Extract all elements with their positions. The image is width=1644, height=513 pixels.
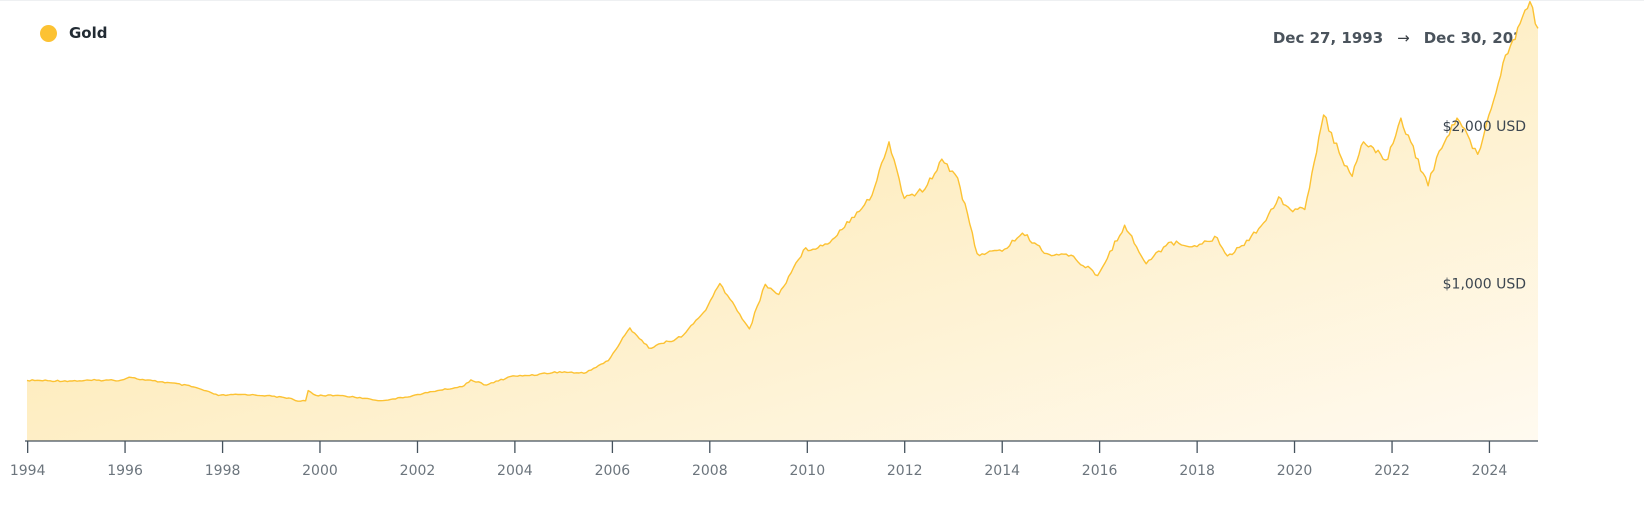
x-tick-label: 2022 — [1374, 463, 1410, 479]
legend-label: Gold — [69, 24, 108, 42]
x-tick-label: 1998 — [205, 463, 241, 479]
x-tick-label: 2008 — [692, 463, 728, 479]
x-tick-label: 2014 — [984, 463, 1020, 479]
line-layer — [26, 0, 1539, 402]
x-tick-label: 2004 — [497, 463, 533, 479]
x-tick-label: 2016 — [1082, 463, 1118, 479]
x-tick-label: 2020 — [1277, 463, 1313, 479]
x-tick-label: 2010 — [789, 463, 825, 479]
x-tick-label: 2018 — [1179, 463, 1215, 479]
series-area — [27, 1, 1538, 441]
y-axis-labels: $1,000 USD $2,000 USD — [1443, 119, 1526, 293]
y-tick-label: $1,000 USD — [1443, 277, 1526, 293]
x-tick-label: 1994 — [10, 463, 46, 479]
x-tick-label: 2024 — [1472, 463, 1508, 479]
x-tick-label: 2002 — [400, 463, 436, 479]
chart-legend[interactable]: Gold — [40, 24, 108, 42]
date-range[interactable]: Dec 27, 1993 → Dec 30, 2024 — [1273, 29, 1534, 47]
range-end: Dec 30, 2024 — [1423, 29, 1534, 47]
arrow-right-icon: → — [1397, 29, 1410, 47]
x-tick-label: 1996 — [107, 463, 143, 479]
x-tick-label: 2006 — [595, 463, 631, 479]
y-tick-label: $2,000 USD — [1443, 119, 1526, 135]
x-axis: 1994 1996 1998 2000 2002 2004 2006 2008 2010 2012… — [10, 440, 1538, 479]
top-divider — [0, 0, 1644, 1]
range-start: Dec 27, 1993 — [1272, 29, 1384, 47]
legend-swatch-icon — [40, 24, 57, 42]
series-line — [26, 0, 1539, 402]
x-tick-label: 2012 — [887, 463, 923, 479]
x-tick-label: 2000 — [302, 463, 338, 479]
area-layer — [27, 1, 1538, 441]
